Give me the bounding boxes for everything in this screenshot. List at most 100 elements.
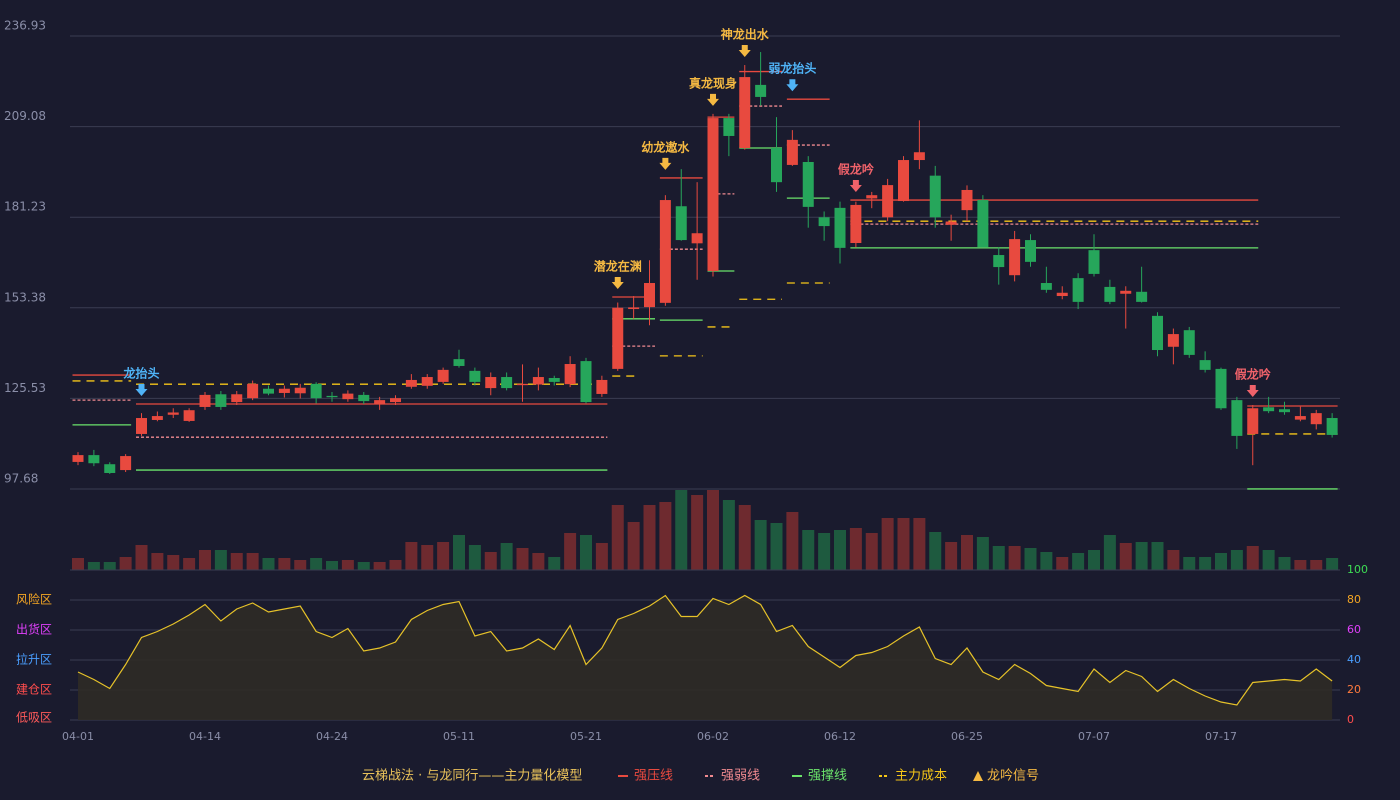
volume-bar (691, 495, 704, 570)
volume-bar (199, 550, 211, 570)
candle-body (437, 369, 449, 382)
volume-bar (707, 490, 719, 570)
signal-label: 幼龙遨水 (641, 139, 690, 154)
x-tick-label: 05-11 (443, 730, 475, 743)
volume-bar (1183, 557, 1196, 570)
y-tick-label: 209.08 (4, 109, 46, 123)
candle-body (421, 377, 433, 386)
volume-bar (1024, 548, 1037, 570)
volume-bar (341, 560, 354, 570)
candle-body (374, 400, 386, 405)
volume-bar (310, 558, 323, 570)
candle-body (532, 377, 544, 385)
y2-tick-label: 80 (1347, 593, 1361, 606)
candle-body (739, 77, 751, 149)
volume-bar (1135, 542, 1148, 570)
volume-bar (278, 558, 291, 570)
volume-bar (1215, 553, 1227, 570)
candle-body (326, 395, 338, 398)
volume-bar (326, 561, 338, 570)
candle-body (1136, 291, 1148, 302)
candle-body (1310, 413, 1322, 425)
volume-bar (453, 535, 465, 570)
candle-body (1104, 286, 1116, 302)
volume-bar (802, 530, 815, 570)
volume-bar (564, 533, 577, 570)
signal-label: 弱龙抬头 (768, 61, 816, 76)
volume-bar (786, 512, 799, 570)
signal-label: 龙抬头 (123, 366, 159, 381)
volume-bar (151, 553, 164, 570)
candle-body (1231, 400, 1243, 436)
x-tick-label: 06-02 (697, 730, 729, 743)
volume-bar (913, 518, 926, 570)
candle-body (675, 206, 687, 241)
volume-bar (1262, 550, 1275, 570)
candle-body (628, 307, 640, 310)
candle-body (72, 455, 84, 462)
candle-body (1167, 334, 1179, 347)
signal-label: 真龙现身 (689, 75, 737, 90)
volume-bar (516, 548, 529, 570)
volume-bar (119, 557, 132, 570)
candle-body (786, 139, 798, 165)
y-tick-label: 125.53 (4, 381, 46, 395)
candle-body (104, 464, 116, 473)
candle-body (659, 200, 671, 303)
candle-body (1183, 330, 1195, 355)
candle-body (1279, 409, 1290, 413)
volume-bar (611, 505, 624, 570)
volume-bar (246, 553, 259, 570)
candle-body (390, 398, 401, 403)
candle-body (548, 378, 560, 382)
volume-bar (1199, 557, 1212, 570)
volume-bar (770, 523, 783, 570)
x-tick-label: 06-25 (951, 730, 983, 743)
x-tick-label: 04-14 (189, 730, 221, 743)
legend-label: 龙吟信号 (987, 768, 1039, 784)
volume-bar (468, 545, 481, 570)
volume-bar (881, 518, 894, 570)
candle-body (294, 387, 306, 394)
volume-bar (849, 528, 862, 570)
volume-bar (929, 532, 942, 570)
candle-body (1215, 368, 1227, 409)
volume-bar (627, 522, 640, 570)
volume-bar (72, 558, 84, 570)
candle-body (945, 221, 957, 225)
y2-tick-label: 0 (1347, 713, 1354, 726)
candle-body (580, 361, 592, 403)
candle-body (1025, 240, 1036, 262)
volume-bar (167, 555, 180, 570)
candle-body (961, 189, 973, 211)
volume-bar (500, 543, 513, 570)
volume-bar (722, 500, 735, 570)
signal-label: 假龙吟 (1235, 367, 1271, 382)
legend-title: 云梯战法 · 与龙同行——主力量化模型 (362, 769, 582, 784)
candle-body (1072, 278, 1084, 302)
candle-body (1056, 292, 1068, 297)
volume-bar (738, 505, 751, 570)
signal-arrow (786, 79, 799, 92)
signal-arrow (849, 180, 862, 193)
signal-label: 潜龙在渊 (594, 258, 642, 273)
volume-bar (1072, 553, 1085, 570)
zone-label: 建仓区 (16, 683, 52, 697)
candle-body (247, 383, 259, 399)
zone-label: 低吸区 (16, 711, 52, 725)
candle-body (215, 394, 227, 407)
volume-bar (135, 545, 148, 570)
candle-body (771, 148, 782, 183)
y-tick-label: 153.38 (4, 290, 46, 304)
candle-body (1326, 418, 1338, 435)
volume-bar (1167, 550, 1180, 570)
candle-body (913, 152, 925, 161)
candle-body (929, 175, 941, 218)
volume-bar (373, 562, 386, 570)
y-tick-label: 236.93 (4, 19, 46, 33)
signal-arrow (659, 157, 672, 170)
indicator-line (77, 594, 1333, 706)
candle-body (898, 160, 909, 202)
